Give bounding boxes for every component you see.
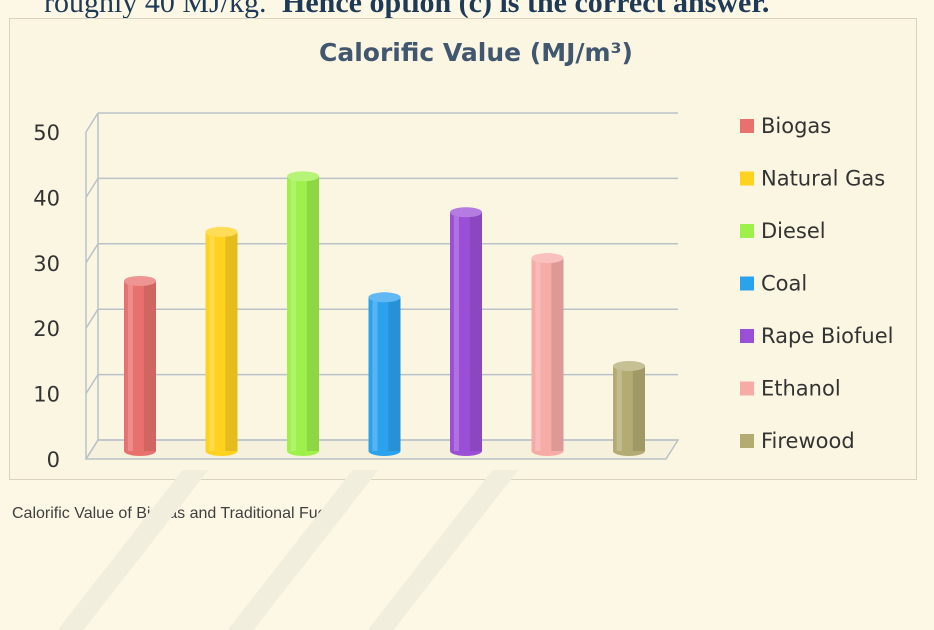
bar-highlight [372, 297, 377, 451]
bar-shade [470, 212, 482, 451]
y-tick-label: 50 [33, 121, 60, 145]
bar-shade [388, 297, 400, 451]
context-text: roughly 40 MJ/kg. Hence option (c) is th… [44, 0, 769, 20]
bar-shade [633, 366, 645, 451]
calorific-value-chart: Calorific Value (MJ/m³) 0 10 20 30 40 50 Bioga… [10, 19, 918, 481]
gridline-diagonal [86, 178, 98, 197]
bar-top-highlight [613, 361, 645, 371]
bar-shade [551, 258, 563, 451]
legend-label: Rape Biofuel [761, 324, 893, 348]
gridline-diagonal [86, 375, 98, 394]
context-text-plain: roughly 40 MJ/kg. [44, 0, 267, 19]
bar-highlight [209, 232, 214, 451]
bar-top-highlight [450, 207, 482, 217]
y-tick-label: 10 [33, 383, 60, 407]
legend-label: Ethanol [761, 377, 841, 401]
chart-title: Calorific Value (MJ/m³) [319, 38, 633, 67]
legend-swatch [740, 382, 754, 396]
context-text-answer: Hence option (c) is the correct answer. [282, 0, 769, 19]
y-tick-label: 0 [47, 448, 60, 472]
y-tick-label: 30 [33, 252, 60, 276]
legend-label: Natural Gas [761, 167, 885, 191]
legend-swatch [740, 119, 754, 133]
bar-highlight [454, 212, 459, 451]
gridline-diagonal [86, 113, 98, 132]
gridline-diagonal [86, 244, 98, 263]
bar-highlight [535, 258, 540, 451]
bar-shade [307, 176, 319, 451]
legend-swatch [740, 172, 754, 186]
legend-label: Firewood [761, 429, 855, 453]
bar-top-highlight [532, 253, 564, 263]
watermark-stripe [227, 470, 378, 630]
legend-label: Coal [761, 272, 807, 296]
bar-top-highlight [206, 227, 238, 237]
bar-shade [144, 281, 156, 451]
legend-swatch [740, 329, 754, 343]
legend-swatch [740, 277, 754, 291]
bar-top-highlight [369, 292, 401, 302]
y-tick-label: 40 [33, 186, 60, 210]
watermark-stripe [367, 470, 518, 630]
bar-top-highlight [124, 276, 156, 286]
bar-top-highlight [287, 171, 319, 181]
y-tick-label: 20 [33, 317, 60, 341]
legend-label: Diesel [761, 219, 826, 243]
legend-swatch [740, 434, 754, 448]
watermark-stripe [57, 470, 208, 630]
bar-highlight [128, 281, 133, 451]
bar-shade [225, 232, 237, 451]
legend-label: Biogas [761, 114, 831, 138]
chart-container: Calorific Value (MJ/m³) 0 10 20 30 40 50 Bioga… [9, 18, 917, 480]
gridline-diagonal [86, 309, 98, 328]
bar-highlight [617, 366, 622, 451]
bar-highlight [291, 176, 296, 451]
legend-swatch [740, 224, 754, 238]
